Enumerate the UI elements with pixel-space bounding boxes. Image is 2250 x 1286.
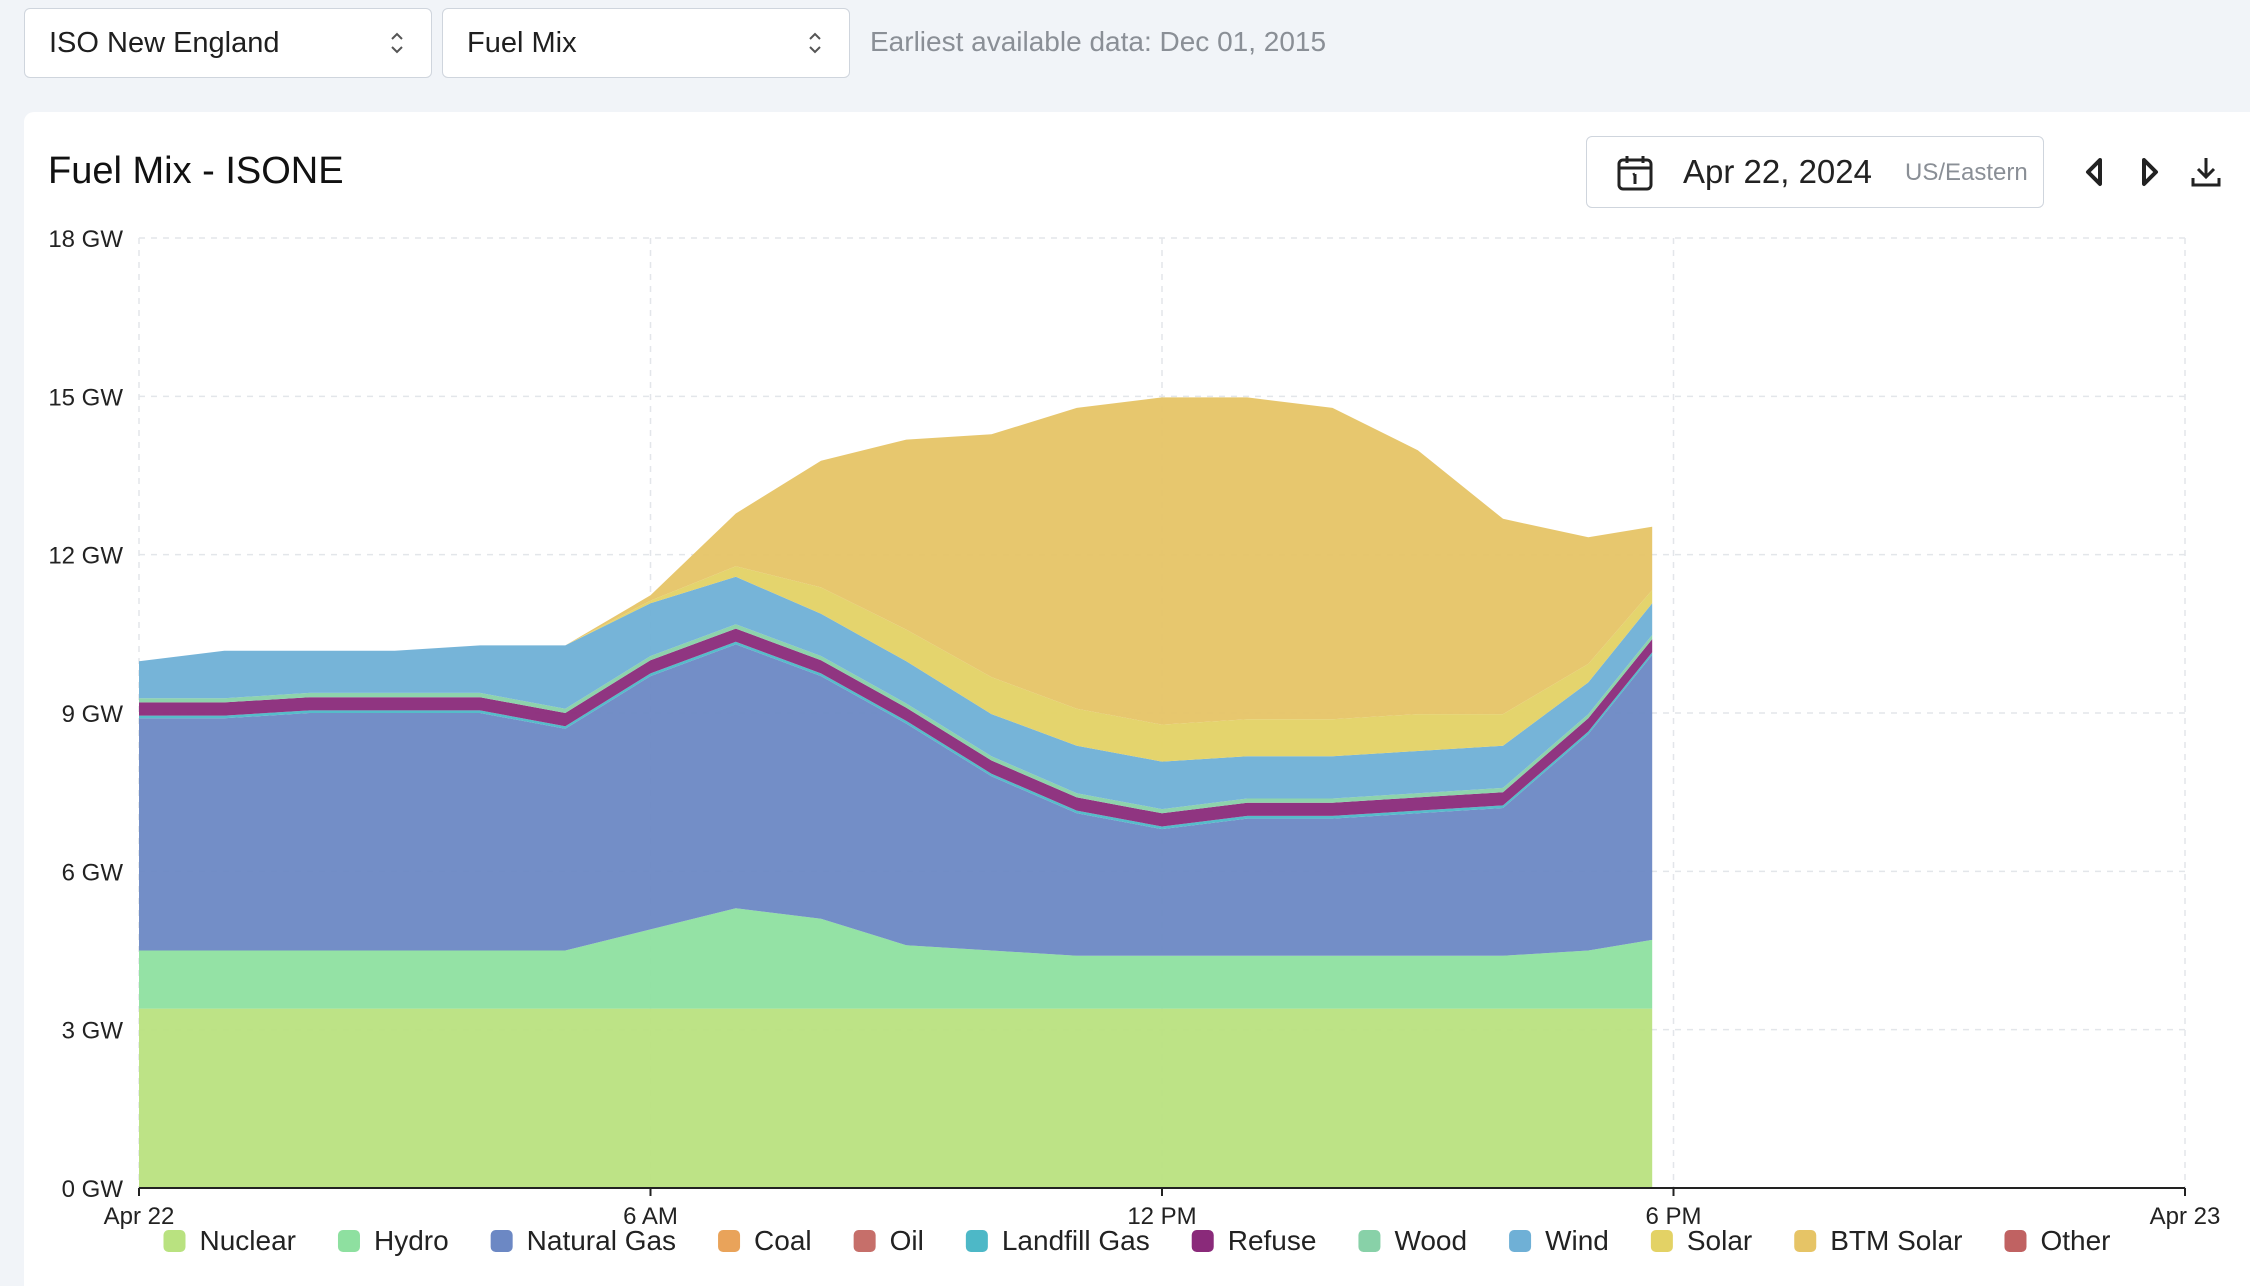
region-select-label: ISO New England: [49, 26, 280, 59]
legend-label: BTM Solar: [1830, 1225, 1962, 1256]
chevron-left-icon[interactable]: [2074, 152, 2114, 192]
x-tick-label: Apr 23: [2150, 1203, 2221, 1230]
y-tick-label: 6 GW: [62, 859, 124, 886]
updown-chevron-icon: [391, 32, 403, 54]
legend-label: Landfill Gas: [1002, 1225, 1150, 1256]
legend-label: Coal: [754, 1225, 812, 1256]
updown-chevron-icon: [809, 32, 821, 54]
chart-title: Fuel Mix - ISONE: [48, 150, 344, 192]
legend-swatch: [163, 1230, 186, 1252]
dataset-select[interactable]: Fuel Mix: [442, 8, 850, 78]
legend-swatch: [1794, 1230, 1817, 1252]
legend-swatch: [337, 1230, 360, 1252]
legend-label: Hydro: [374, 1225, 449, 1256]
y-tick-label: 0 GW: [62, 1176, 124, 1203]
y-tick-label: 15 GW: [48, 384, 123, 411]
download-icon[interactable]: [2186, 152, 2226, 192]
chevron-right-icon[interactable]: [2130, 152, 2170, 192]
legend-label: Other: [2040, 1225, 2110, 1256]
y-tick-label: 3 GW: [62, 1018, 124, 1045]
series-area-wind: [139, 576, 1653, 810]
legend-label: Natural Gas: [527, 1225, 676, 1256]
legend-label: Nuclear: [199, 1225, 295, 1256]
legend-label: Wind: [1545, 1225, 1609, 1256]
x-tick-label: Apr 22: [104, 1203, 175, 1230]
y-tick-label: 12 GW: [48, 543, 123, 570]
region-select[interactable]: ISO New England: [24, 8, 432, 78]
timezone-label: US/Eastern: [1905, 159, 2028, 186]
x-tick-label: 6 PM: [1645, 1203, 1701, 1230]
legend-label: Solar: [1687, 1225, 1752, 1256]
chart-card: Fuel Mix - ISONE Apr 22, 2024 US/Eastern…: [24, 112, 2250, 1286]
date-picker[interactable]: Apr 22, 2024 US/Eastern: [1586, 136, 2044, 208]
legend-label: Oil: [890, 1225, 924, 1256]
legend-swatch: [1509, 1230, 1532, 1252]
series-area-natural-gas: [139, 644, 1653, 956]
series-area-hydro: [139, 908, 1653, 1009]
legend-swatch: [490, 1230, 513, 1252]
legend-swatch: [2004, 1230, 2027, 1252]
fuel-mix-chart: 0 GW 3 GW 6 GW 9 GW 12 GW 15 GW 18 GW Apr 22 6 A…: [48, 226, 2221, 1256]
series-area-nuclear: [139, 1008, 1653, 1188]
legend-swatch: [1191, 1230, 1214, 1252]
legend-swatch: [718, 1230, 741, 1252]
legend-swatch: [965, 1230, 988, 1252]
legend-label: Wood: [1394, 1225, 1467, 1256]
date-value: Apr 22, 2024: [1683, 153, 1872, 190]
calendar-icon: [1617, 156, 1653, 191]
y-tick-label: 18 GW: [48, 226, 123, 253]
legend-swatch: [1358, 1230, 1381, 1252]
x-tick-label: 6 AM: [623, 1203, 678, 1230]
dataset-select-label: Fuel Mix: [467, 26, 577, 59]
legend-label: Refuse: [1228, 1225, 1317, 1256]
earliest-available-text: Earliest available data: Dec 01, 2015: [870, 26, 1327, 57]
legend-swatch: [1650, 1230, 1673, 1252]
series-area-solar: [139, 566, 1653, 762]
x-tick-label: 12 PM: [1127, 1203, 1196, 1230]
y-tick-label: 9 GW: [62, 701, 124, 728]
legend-swatch: [853, 1230, 876, 1252]
series-area-btm-solar: [139, 397, 1653, 725]
